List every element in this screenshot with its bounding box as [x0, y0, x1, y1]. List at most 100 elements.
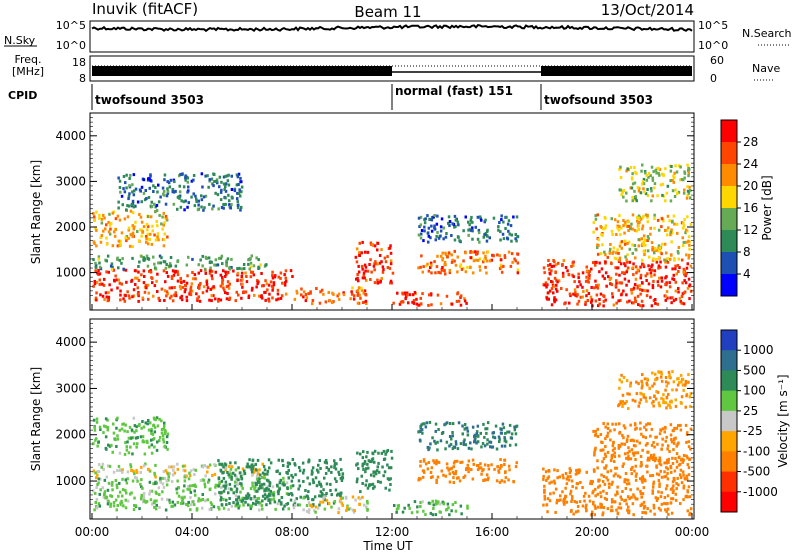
- heatmap-cell-power-1861: [660, 172, 664, 176]
- heatmap-cell-velocity-1466: [548, 481, 551, 485]
- heatmap-cell-power-1655: [675, 222, 679, 226]
- heatmap-cell-velocity-505: [136, 442, 139, 446]
- heatmap-cell-power-1686: [665, 233, 669, 237]
- heatmap-cell-power-261: [267, 283, 271, 287]
- heatmap-cell-power-37: [189, 285, 193, 289]
- heatmap-cell-velocity-1684: [631, 451, 635, 455]
- heatmap-cell-power-162: [206, 286, 210, 290]
- heatmap-cell-power-950: [417, 303, 421, 307]
- heatmap-cell-power-439: [116, 244, 120, 248]
- heatmap-cell-velocity-135: [203, 482, 206, 486]
- heatmap-cell-power-844: [370, 270, 373, 274]
- heatmap-cell-velocity-919: [370, 458, 374, 462]
- heatmap-cell-velocity-717: [297, 487, 300, 491]
- heatmap-cell-velocity-1135: [443, 423, 446, 427]
- heatmap-cell-power-446: [100, 221, 104, 225]
- heatmap-cell-velocity-138: [185, 503, 188, 506]
- heatmap-cell-power-10: [191, 271, 194, 274]
- heatmap-cell-velocity-245: [213, 492, 217, 496]
- heatmap-cell-velocity-990: [397, 504, 400, 508]
- heatmap-cell-power-618: [240, 205, 243, 209]
- heatmap-cell-power-1050: [475, 252, 478, 256]
- heatmap-cell-power-1600: [644, 243, 647, 247]
- heatmap-cell-velocity-81: [241, 496, 244, 500]
- heatmap-cell-velocity-20: [94, 491, 97, 495]
- heatmap-cell-power-404: [111, 265, 114, 269]
- heatmap-cell-velocity-1110: [499, 466, 502, 470]
- heatmap-cell-velocity-921: [382, 449, 386, 453]
- heatmap-cell-velocity-1452: [664, 508, 667, 512]
- heatmap-cell-velocity-1335: [619, 495, 622, 499]
- heatmap-cell-velocity-1071: [482, 479, 485, 482]
- heatmap-cell-power-1497: [602, 304, 605, 308]
- frequency-right-tick-bottom: 0: [710, 72, 717, 85]
- heatmap-cell-velocity-522: [156, 424, 160, 428]
- heatmap-cell-power-1057: [454, 263, 458, 267]
- heatmap-cell-power-302: [280, 294, 284, 298]
- heatmap-cell-velocity-633: [268, 481, 271, 485]
- heatmap-cell-velocity-1647: [622, 424, 626, 428]
- heatmap-cell-velocity-1246: [434, 441, 437, 445]
- heatmap-cell-power-100: [223, 288, 226, 292]
- heatmap-cell-power-205: [205, 280, 208, 284]
- heatmap-cell-power-705: [149, 178, 152, 182]
- heatmap-cell-velocity-1101: [504, 476, 508, 480]
- heatmap-cell-velocity-1788: [622, 436, 625, 440]
- heatmap-cell-power-1421: [598, 261, 601, 265]
- heatmap-cell-power-631: [128, 177, 131, 180]
- heatmap-cell-power-1277: [611, 295, 614, 299]
- heatmap-cell-velocity-325: [129, 463, 132, 467]
- heatmap-cell-power-1465: [635, 271, 638, 275]
- colorbar-tick-label-velBar-1: 500: [743, 363, 766, 377]
- heatmap-cell-velocity-1025: [445, 462, 449, 466]
- heatmap-cell-velocity-1915: [678, 381, 681, 385]
- heatmap-cell-velocity-594: [268, 484, 271, 488]
- heatmap-cell-velocity-250: [157, 486, 161, 490]
- heatmap-cell-power-1396: [624, 264, 627, 268]
- heatmap-cell-velocity-1038: [453, 472, 456, 476]
- heatmap-cell-velocity-1881: [640, 386, 644, 390]
- heatmap-cell-velocity-1199: [480, 445, 483, 449]
- heatmap-cell-velocity-384: [176, 462, 179, 466]
- heatmap-cell-velocity-1008: [395, 507, 399, 511]
- frequency-left-tick-bottom: 8: [79, 72, 86, 85]
- noise-right-tick-top: 10^5: [698, 19, 728, 32]
- heatmap-cell-power-1186: [468, 223, 471, 227]
- heatmap-cell-power-382: [250, 254, 253, 258]
- heatmap-cell-power-68: [119, 289, 122, 293]
- heatmap-cell-power-1576: [643, 251, 646, 255]
- heatmap-cell-velocity-1562: [672, 484, 675, 488]
- heatmap-cell-velocity-1385: [658, 482, 661, 486]
- heatmap-cell-velocity-473: [133, 430, 136, 434]
- heatmap-cell-power-1198: [515, 215, 519, 219]
- heatmap-cell-velocity-1196: [419, 426, 422, 430]
- heatmap-cell-velocity-1156: [483, 435, 486, 439]
- heatmap-cell-velocity-1045: [487, 464, 490, 467]
- heatmap-cell-velocity-269: [168, 501, 172, 505]
- heatmap-cell-power-954: [450, 302, 454, 306]
- heatmap-cell-power-308: [124, 294, 127, 297]
- heatmap-cell-power-1202: [470, 220, 473, 224]
- heatmap-cell-velocity-58: [234, 494, 238, 498]
- heatmap-cell-power-1029: [492, 254, 495, 258]
- heatmap-cell-power-751: [162, 192, 165, 196]
- heatmap-cell-power-408: [145, 254, 149, 258]
- heatmap-cell-power-965: [427, 303, 430, 307]
- heatmap-cell-power-1058: [500, 270, 504, 274]
- heatmap-cell-power-35: [162, 269, 166, 273]
- heatmap-cell-power-1627: [638, 220, 641, 224]
- heatmap-cell-velocity-288: [142, 491, 146, 495]
- heatmap-cell-power-799: [300, 287, 303, 291]
- heatmap-cell-power-624: [224, 182, 228, 186]
- heatmap-cell-velocity-1738: [627, 457, 630, 461]
- heatmap-cell-velocity-948: [362, 467, 365, 471]
- heatmap-cell-power-839: [304, 293, 308, 296]
- heatmap-cell-power-1101: [507, 219, 511, 223]
- heatmap-cell-power-1223: [590, 267, 593, 271]
- heatmap-cell-velocity-280: [159, 480, 162, 484]
- heatmap-cell-power-964: [457, 299, 461, 303]
- heatmap-cell-power-1741: [666, 214, 670, 218]
- heatmap-cell-velocity-1694: [602, 422, 605, 425]
- heatmap-cell-velocity-467: [141, 435, 145, 439]
- heatmap-cell-velocity-28: [164, 508, 168, 512]
